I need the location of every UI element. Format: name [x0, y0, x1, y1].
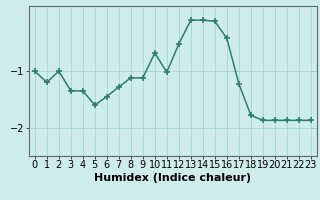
X-axis label: Humidex (Indice chaleur): Humidex (Indice chaleur): [94, 173, 252, 183]
